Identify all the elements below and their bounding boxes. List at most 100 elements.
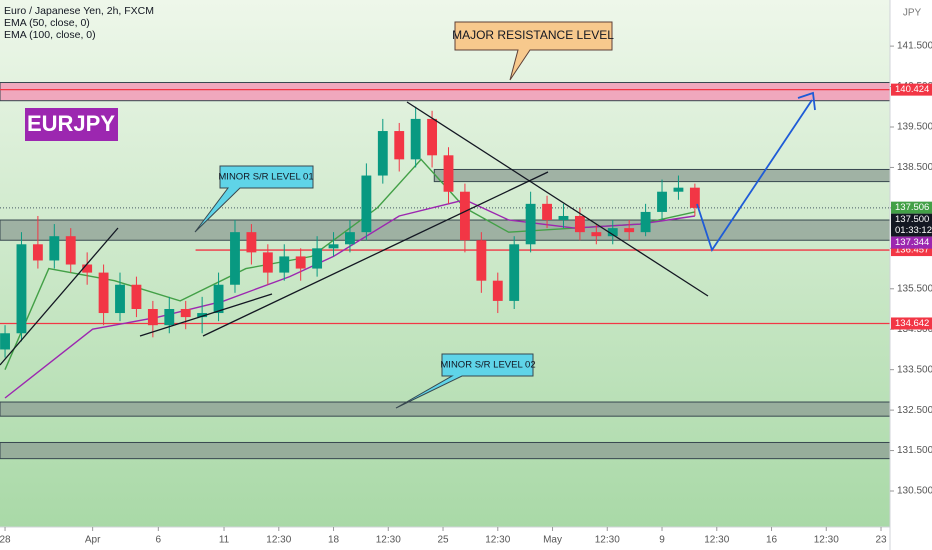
candle-body: [509, 244, 520, 301]
candle-body: [624, 228, 635, 233]
candle-body: [542, 203, 552, 221]
x-tick-label: 28: [0, 535, 11, 546]
trendline: [139, 293, 273, 337]
candle-body: [377, 131, 388, 176]
x-tick-label: 11: [219, 535, 230, 546]
candle-body: [443, 155, 454, 192]
candle-body: [197, 313, 208, 318]
price-tag-label: 137.506: [895, 202, 929, 213]
currency-label: JPY: [903, 8, 922, 19]
candle-body: [657, 191, 667, 212]
x-tick-label: 16: [766, 535, 778, 546]
callout-text: MAJOR RESISTANCE LEVEL: [452, 28, 614, 42]
x-tick-label: 12:30: [485, 535, 510, 546]
candle-body: [16, 244, 27, 334]
level-tag-label: 136.457: [895, 245, 929, 256]
x-tick-label: 12:30: [595, 535, 620, 546]
candle-body: [574, 215, 585, 233]
zone: [0, 219, 891, 241]
callout-text: MINOR S/R LEVEL 01: [218, 172, 313, 183]
x-tick-label: May: [543, 535, 562, 546]
x-tick-label: 12:30: [376, 535, 401, 546]
arrow-head: [797, 91, 816, 111]
candle-body: [689, 187, 700, 208]
price-tag-label: 137.500: [895, 214, 929, 225]
candle-body: [180, 309, 191, 318]
badge-box: [25, 108, 118, 141]
price-tag-label: 137.344: [895, 237, 929, 248]
candle-body: [673, 187, 684, 192]
candle-body: [246, 232, 257, 253]
candle-body: [525, 203, 536, 245]
level-tag: [891, 317, 932, 330]
candle-body: [394, 131, 405, 160]
y-tick-label: 131.500: [897, 445, 932, 456]
candle-body: [147, 309, 158, 326]
candle-body: [82, 264, 93, 273]
trendline: [406, 101, 709, 297]
callout-text: MINOR S/R LEVEL 02: [440, 360, 535, 371]
x-tick-label: 12:30: [814, 535, 839, 546]
x-tick-label: 25: [437, 535, 449, 546]
candle-body: [213, 284, 224, 314]
candle-body: [230, 232, 240, 285]
zones: [0, 82, 891, 460]
candle-body: [361, 175, 372, 233]
y-tick-label: 138.500: [897, 162, 932, 173]
candle-body: [312, 248, 323, 269]
zone: [0, 441, 891, 460]
legend-entry: EMA (50, close, 0): [4, 17, 90, 29]
callout-box: [194, 165, 314, 233]
countdown-label: 01:33:12: [895, 225, 932, 236]
candle-body: [476, 240, 487, 281]
axis: 130.500131.500132.500133.500134.500135.5…: [0, 41, 932, 546]
candle-body: [591, 232, 602, 237]
candle-body: [0, 333, 10, 350]
candle-body: [345, 232, 355, 245]
y-tick-label: 132.500: [897, 405, 932, 416]
y-tick-label: 141.500: [897, 41, 932, 52]
price-tag: [891, 236, 932, 249]
x-tick-label: 18: [328, 535, 340, 546]
callout-box: [395, 353, 534, 409]
drawings: [0, 101, 709, 366]
candle-body: [607, 228, 618, 237]
candle-body: [492, 280, 503, 301]
zone: [0, 401, 891, 417]
candle-body: [410, 118, 421, 160]
candle-body: [262, 252, 273, 273]
x-tick-label: 6: [156, 535, 162, 546]
candle-body: [328, 244, 339, 249]
price-tag: [891, 201, 932, 214]
level-tag-label: 134.642: [895, 318, 929, 329]
candle-body: [164, 309, 175, 326]
level-tag-label: 140.424: [895, 84, 929, 95]
candle-body: [65, 236, 76, 265]
x-tick-label: 9: [659, 535, 665, 546]
candle-body: [131, 284, 142, 310]
y-tick-label: 135.500: [897, 283, 932, 294]
candle-body: [640, 211, 651, 233]
badge-text: EURJPY: [27, 111, 115, 136]
y-tick-label: 130.500: [897, 486, 932, 497]
trendline: [202, 171, 549, 337]
candle-body: [558, 215, 569, 221]
callout-box: [454, 21, 613, 81]
candle-body: [32, 244, 43, 261]
level-tag: [891, 83, 932, 96]
trendline: [0, 227, 119, 366]
candle-body: [115, 284, 125, 314]
level-tag: [891, 244, 932, 257]
x-tick-label: 23: [875, 535, 887, 546]
legend-entry: EMA (100, close, 0): [4, 29, 96, 41]
candle-body: [427, 118, 438, 156]
y-tick-label: 139.500: [897, 122, 932, 133]
candle-body: [295, 256, 306, 269]
chart-title: Euro / Japanese Yen, 2h, FXCM: [4, 5, 154, 17]
zone: [0, 82, 891, 102]
candle-body: [279, 256, 290, 273]
x-tick-label: Apr: [85, 535, 101, 546]
x-tick-label: 12:30: [704, 535, 729, 546]
projection-arrow: [696, 99, 813, 253]
